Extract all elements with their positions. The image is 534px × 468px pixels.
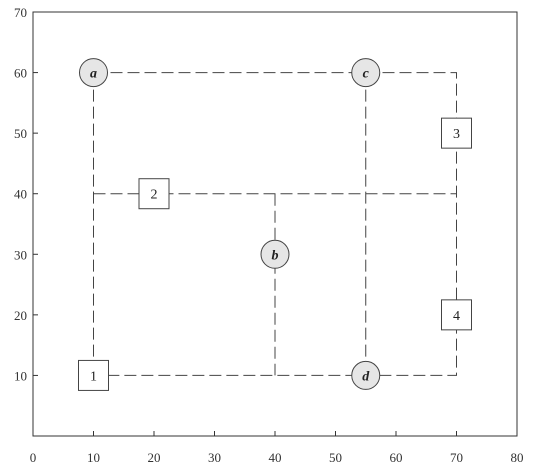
square-node-label: 3 xyxy=(453,127,460,142)
circle-node-shape xyxy=(351,58,381,88)
square-node-box xyxy=(441,299,472,331)
square-node-3: 3 xyxy=(441,117,472,149)
x-tick-label: 40 xyxy=(269,450,282,465)
circle-node-label: b xyxy=(272,248,279,263)
x-tick-label: 10 xyxy=(87,450,100,465)
y-tick-label: 30 xyxy=(14,247,27,262)
x-tick-label: 60 xyxy=(390,450,403,465)
circle-node-d: d xyxy=(351,360,381,390)
y-tick-label: 10 xyxy=(14,368,27,383)
square-node-label: 2 xyxy=(151,188,158,203)
x-tick-label: 0 xyxy=(30,450,37,465)
circle-node-a: a xyxy=(79,58,108,88)
circle-node-shape xyxy=(79,58,108,88)
x-tick-label: 80 xyxy=(511,450,524,465)
y-tick-label: 20 xyxy=(14,308,27,323)
circle-node-b: b xyxy=(260,239,290,269)
circle-node-label: c xyxy=(363,67,370,82)
x-tick-label: 70 xyxy=(450,450,463,465)
square-node-box xyxy=(78,359,109,391)
square-node-label: 1 xyxy=(90,369,97,384)
square-node-box xyxy=(441,117,472,149)
square-node-1: 1 xyxy=(78,359,109,391)
square-node-4: 4 xyxy=(441,299,472,331)
x-tick-label: 30 xyxy=(208,450,221,465)
circle-node-c: c xyxy=(351,58,381,88)
circle-node-label: d xyxy=(362,369,370,384)
square-node-label: 4 xyxy=(453,309,460,324)
y-tick-label: 50 xyxy=(14,126,27,141)
x-tick-label: 50 xyxy=(329,450,342,465)
connector-a-c-3-4-d-1 xyxy=(93,72,457,376)
axis-ticks: 0 10 20 30 40 50 60 70 80 10 20 30 40 50 60 70 xyxy=(14,5,524,465)
circle-node-label: a xyxy=(90,67,97,82)
x-tick-label: 20 xyxy=(148,450,161,465)
y-tick-label: 60 xyxy=(14,66,27,81)
square-node-2: 2 xyxy=(138,178,170,210)
square-node-box xyxy=(138,178,170,210)
diagram-nodes: 1 2 3 4 a b c d xyxy=(78,58,472,391)
connector-paths xyxy=(93,72,457,376)
y-tick-label: 40 xyxy=(14,187,27,202)
y-tick-label: 70 xyxy=(14,5,27,20)
circle-node-shape xyxy=(260,239,290,269)
circle-node-shape xyxy=(351,360,381,390)
